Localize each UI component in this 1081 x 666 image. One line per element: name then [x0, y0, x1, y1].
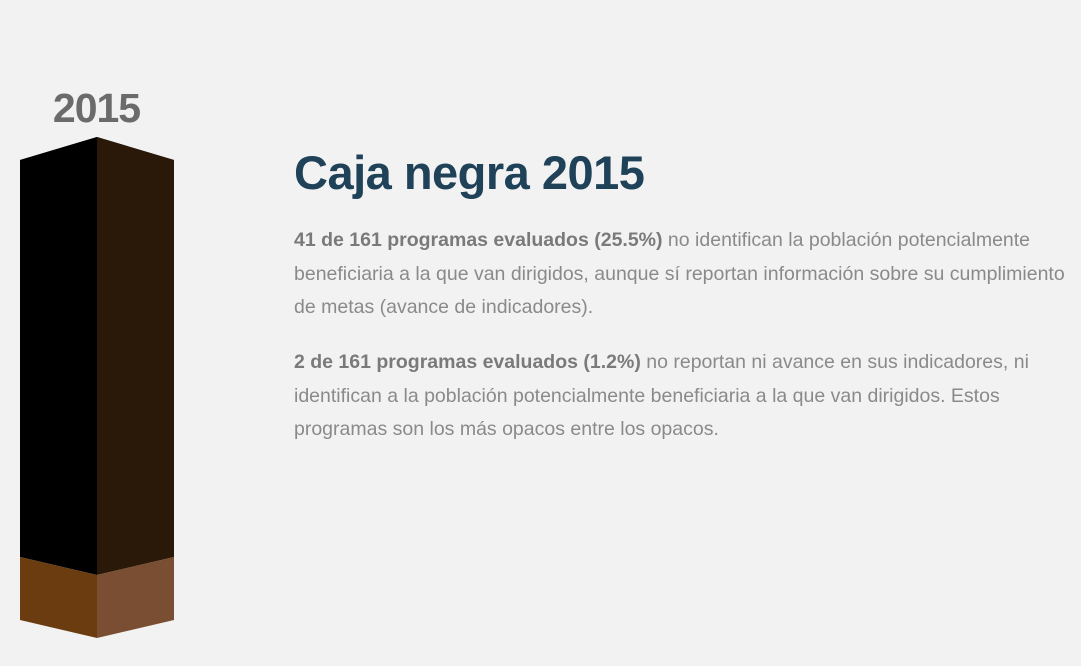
black-box-column	[20, 137, 174, 638]
column-front-face	[20, 137, 97, 575]
paragraph-2-highlight: 2 de 161 programas evaluados (1.2%)	[294, 351, 641, 373]
paragraph-most-opaque: 2 de 161 programas evaluados (1.2%) no r…	[294, 346, 1079, 447]
year-label: 2015	[52, 85, 141, 131]
paragraph-1-text: no identifican la población potencialmen…	[294, 229, 1065, 318]
page-title: Caja negra 2015	[294, 146, 645, 199]
paragraph-1-highlight: 41 de 161 programas evaluados (25.5%)	[294, 229, 663, 251]
paragraph-unidentified-population: 41 de 161 programas evaluados (25.5%) no…	[294, 224, 1079, 325]
column-side-face	[97, 137, 174, 575]
column-side-fill	[97, 557, 174, 638]
column-front-fill	[20, 557, 97, 638]
paragraph-2-text: no reportan ni avance en sus indicadores…	[294, 351, 1029, 440]
